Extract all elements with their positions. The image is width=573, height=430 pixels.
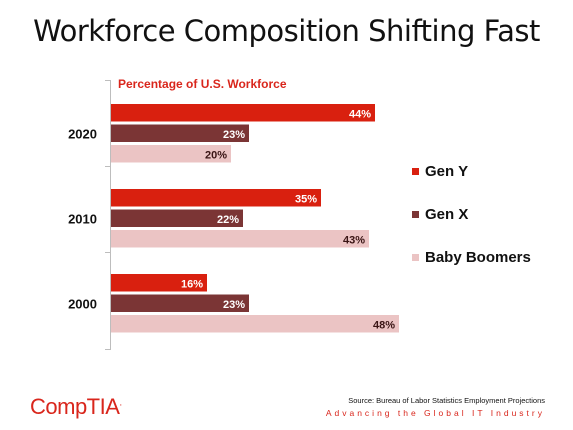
source-note: Source: Bureau of Labor Statistics Emplo…: [348, 396, 545, 405]
category-label: 2020: [68, 126, 97, 141]
chart-title: Percentage of U.S. Workforce: [118, 77, 287, 91]
category-label: 2010: [68, 211, 97, 226]
comptia-logo: CompTIA.: [30, 394, 122, 420]
legend-label: Gen Y: [425, 162, 469, 180]
legend-item: Gen X: [412, 203, 531, 225]
bar: [111, 230, 369, 248]
legend-swatch: [412, 253, 419, 261]
y-axis-ticks: [105, 80, 111, 350]
bar: [111, 189, 321, 207]
bars-group: [111, 104, 399, 333]
bar: [111, 145, 231, 163]
bar: [111, 274, 207, 292]
legend: Gen Y Gen X Baby Boomers: [412, 160, 531, 289]
bar-value-label: 23%: [223, 299, 245, 311]
legend-item: Baby Boomers: [412, 246, 531, 268]
bar-value-label: 44%: [349, 108, 371, 120]
bar: [111, 104, 375, 122]
legend-label: Gen X: [425, 205, 469, 223]
logo-mark: .: [119, 397, 122, 409]
bar: [111, 124, 249, 142]
bar-value-label: 35%: [295, 193, 317, 205]
bar: [111, 315, 399, 333]
logo-text: CompTIA: [30, 394, 120, 419]
tagline: Advancing the Global IT Industry: [325, 408, 545, 418]
bar-value-label: 22%: [217, 214, 239, 226]
category-label: 2000: [68, 296, 97, 311]
bar-value-label: 43%: [343, 234, 365, 246]
bar-value-label: 20%: [205, 149, 227, 161]
slide-title: Workforce Composition Shifting Fast: [33, 14, 540, 48]
bar-value-label: 48%: [373, 319, 395, 331]
category-labels-group: 2020 2010 2000: [68, 126, 97, 311]
legend-swatch: [412, 167, 419, 175]
data-labels-group: 44% 23% 20% 35% 22% 43% 16% 23% 48%: [181, 108, 395, 331]
bar: [111, 294, 249, 312]
legend-label: Baby Boomers: [425, 248, 531, 266]
legend-item: Gen Y: [412, 160, 531, 182]
bar-value-label: 16%: [181, 278, 203, 290]
bar-value-label: 23%: [223, 129, 245, 141]
legend-swatch: [412, 210, 419, 218]
bar: [111, 209, 243, 227]
